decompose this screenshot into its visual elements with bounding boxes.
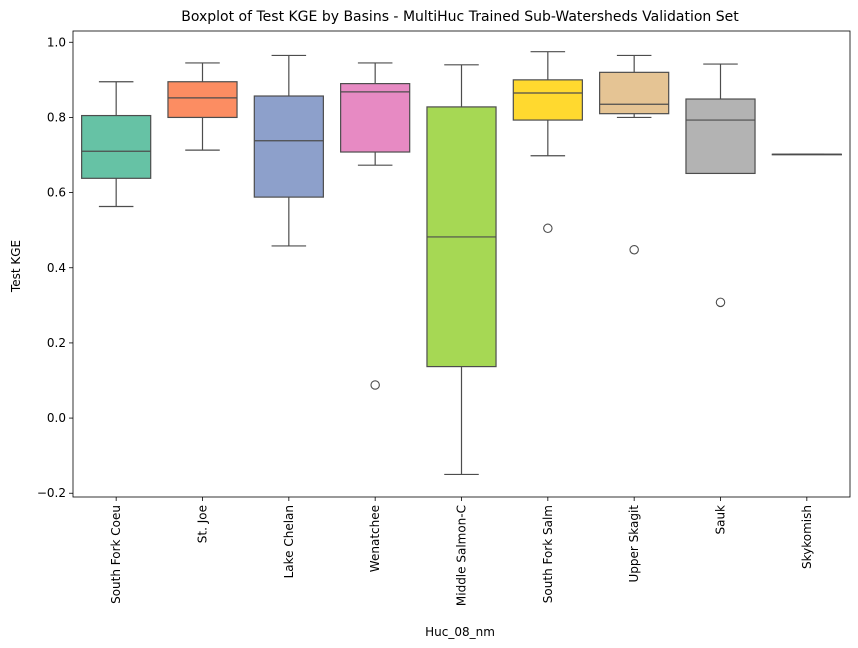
box xyxy=(599,71,670,115)
box xyxy=(512,79,583,121)
y-axis-label: Test KGE xyxy=(9,240,23,293)
x-axis-label: Huc_08_nm xyxy=(425,625,495,639)
y-tick-label: 0.8 xyxy=(47,110,66,124)
y-tick-label: 0.6 xyxy=(47,186,66,200)
outlier-point xyxy=(543,223,553,234)
box xyxy=(340,83,411,153)
plot-area: −0.2 0.0 0.2 0.4 0.6 0.8 1.0 South Fork Coeu St.… xyxy=(37,35,842,606)
outlier-point xyxy=(370,380,380,390)
x-tick-label: Skykomish xyxy=(800,505,814,569)
box xyxy=(685,98,756,175)
y-tick-label: 0.0 xyxy=(47,411,66,425)
box xyxy=(81,114,152,179)
x-tick-label: Upper Skagit xyxy=(627,505,641,583)
box xyxy=(253,95,324,198)
x-tick-label: Sauk xyxy=(714,505,728,535)
axes-frame xyxy=(72,30,851,498)
x-tick-label: Wenatchee xyxy=(368,505,382,572)
box xyxy=(167,81,238,119)
y-tick-label: 1.0 xyxy=(47,35,66,49)
chart-title: Boxplot of Test KGE by Basins - MultiHuc… xyxy=(181,9,739,25)
y-tick-label: −0.2 xyxy=(37,486,66,500)
outlier-point xyxy=(629,244,639,255)
outlier-point xyxy=(715,297,726,308)
x-tick-label: South Fork Salm xyxy=(541,505,555,603)
y-tick-label: 0.4 xyxy=(47,261,66,275)
x-tick-label: South Fork Coeu xyxy=(109,505,123,604)
y-tick-label: 0.2 xyxy=(47,336,66,350)
x-tick-label: St. Joe xyxy=(196,505,210,543)
x-tick-label: Middle Salmon-C xyxy=(455,505,469,606)
x-tick-label: Lake Chelan xyxy=(282,505,296,578)
